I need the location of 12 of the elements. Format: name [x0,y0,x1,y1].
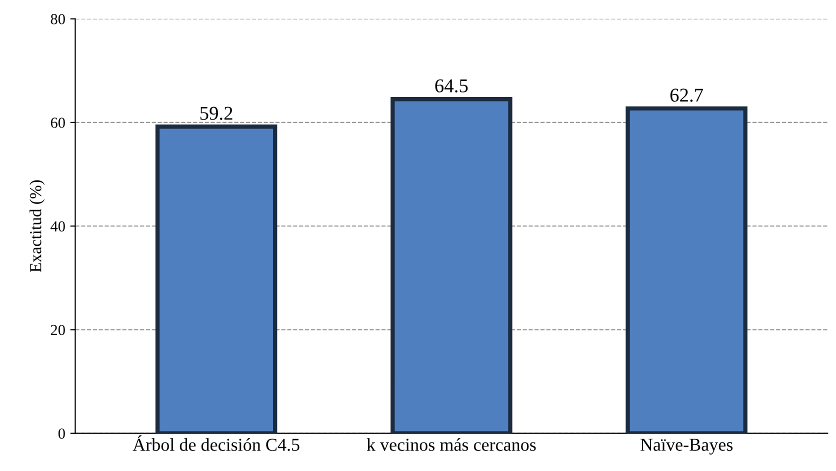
x-tick-label: k vecinos más cercanos [366,438,536,451]
x-tick-label: Árbol de decisión C4.5 [132,435,300,451]
y-tick-label: 0 [58,428,65,439]
y-tick-label: 20 [50,324,65,336]
x-tick-label: Naïve-Bayes [640,438,733,455]
data-label: 62.7 [670,88,704,102]
y-tick-label: 60 [50,118,65,128]
y-axis-title: Exactitud (%) [30,180,45,272]
y-tick-label: 80 [50,14,65,24]
data-label: 64.5 [435,79,468,93]
data-label: 59.2 [200,106,232,120]
y-tick-label: 40 [50,221,65,232]
